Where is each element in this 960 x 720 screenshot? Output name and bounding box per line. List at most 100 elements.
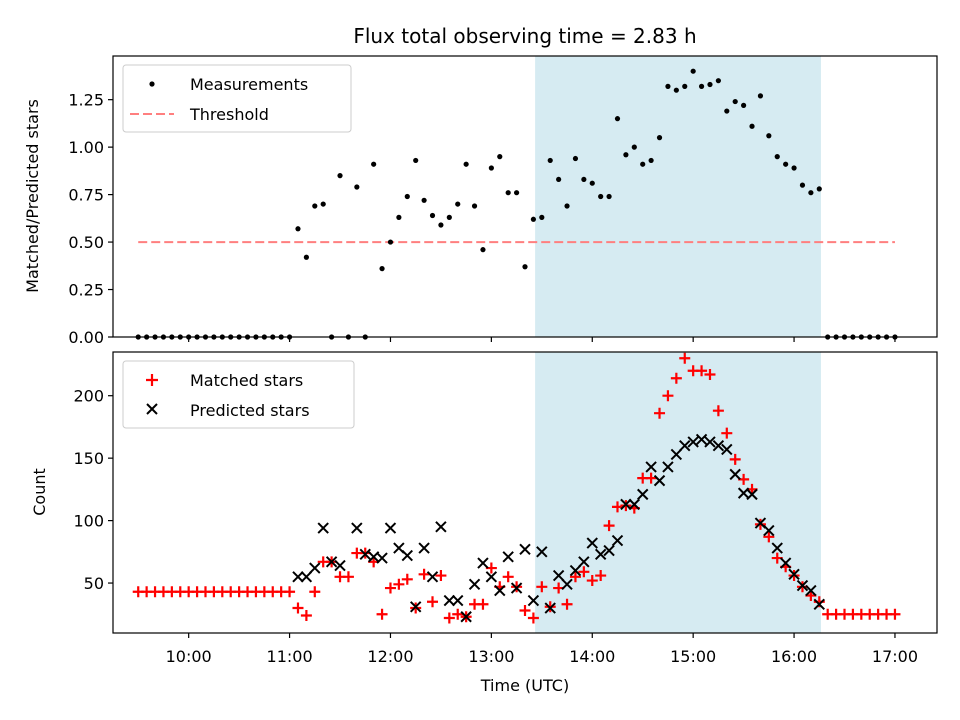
measurement-point [379, 266, 385, 272]
measurements-legend-marker [149, 81, 155, 87]
x-tick-label: 12:00 [367, 647, 413, 666]
predicted-star-point [426, 571, 439, 583]
measurement-point [530, 216, 537, 222]
matched-star-point [586, 575, 598, 587]
matched-star-point [401, 573, 413, 585]
predicted-star-point [679, 439, 691, 452]
predicted-star-point [527, 594, 540, 607]
matched-star-point [477, 598, 489, 610]
measurement-point [564, 203, 570, 209]
matched-star-point [309, 586, 321, 598]
predicted-star-point [645, 461, 657, 473]
predicted-star-point [771, 542, 783, 554]
measurement-point [581, 176, 587, 183]
measurement-point [320, 201, 326, 207]
measurement-point [766, 133, 772, 139]
predicted-star-point [477, 557, 489, 569]
matched-star-point [889, 608, 901, 620]
x-tick-label: 14:00 [569, 647, 615, 666]
measurement-point [614, 116, 621, 122]
x-tick-label: 15:00 [670, 647, 716, 666]
predicted-star-point [418, 542, 430, 554]
matched-stars-legend-marker [146, 374, 158, 386]
top-plot-frame [112, 55, 938, 338]
matched-star-point [418, 568, 430, 580]
predicted-star-point [620, 498, 632, 511]
matched-star-point [721, 427, 733, 439]
x-tick-label: 10:00 [166, 647, 212, 666]
predicted-star-point [468, 578, 481, 591]
x-tick-label: 16:00 [771, 647, 817, 666]
bottom-legend: Matched stars Predicted stars [122, 360, 355, 429]
measurement-point [631, 144, 637, 150]
measurement-point [799, 182, 806, 188]
bottom-x-ticks: 10:00 11:00 12:00 13:00 14:00 15:00 16:00 17:00 [166, 633, 918, 666]
measurement-point [312, 203, 318, 209]
top-x-ticks [188, 337, 896, 342]
x-tick-label: 17:00 [872, 647, 918, 666]
matched-star-point [763, 531, 775, 543]
measurement-point [337, 173, 343, 179]
measurement-point [556, 176, 562, 183]
predicted-star-point [519, 543, 531, 556]
chart-title: Flux total observing time = 2.83 h [353, 24, 696, 48]
predicted-star-point [510, 582, 523, 594]
measurement-point [791, 165, 797, 171]
measurement-point [471, 203, 478, 209]
predicted-star-point [376, 552, 388, 564]
predicted-star-point [670, 448, 683, 461]
measurement-point [816, 186, 822, 192]
measurement-point [572, 155, 579, 162]
observing-interval-shade [535, 56, 821, 337]
measurement-point [741, 102, 747, 108]
measurement-point [421, 197, 427, 203]
predicted-star-point [704, 436, 716, 448]
predicted-star-point [494, 584, 506, 597]
predicted-star-points [292, 433, 825, 623]
predicted-star-point [653, 474, 666, 487]
matched-star-point [729, 453, 741, 465]
predicted-star-point [309, 562, 321, 574]
measurement-point [783, 161, 789, 167]
measurement-point [387, 239, 394, 245]
measurement-point [707, 81, 713, 88]
measurement-point [522, 264, 528, 270]
matched-star-point [443, 612, 455, 624]
measurements-legend-label: Measurements [190, 75, 308, 94]
measurement-point [732, 98, 738, 105]
predicted-star-point [805, 584, 817, 597]
bottom-y-axis-label: Count [30, 468, 49, 516]
predicted-star-point [637, 488, 649, 501]
measurement-point [446, 214, 452, 220]
measurement-point [698, 83, 705, 89]
measurement-point [749, 123, 755, 129]
predicted-star-point [721, 443, 733, 456]
predicted-star-point [384, 522, 397, 534]
measurement-point [606, 193, 612, 200]
predicted-star-point [334, 559, 346, 572]
top-y-ticks: 0.00 0.25 0.50 0.75 1.00 1.25 [68, 91, 113, 347]
predicted-star-point [460, 611, 472, 623]
predicted-star-point [813, 598, 825, 610]
predicted-star-point [779, 557, 792, 569]
measurement-point [724, 108, 730, 114]
top-panel: 0.00 0.25 0.50 0.75 1.00 1.25 Matched/Predict… [23, 55, 938, 347]
bottom-y-tick-label: 150 [73, 449, 104, 468]
predicted-star-point [603, 544, 615, 557]
matched-star-point [427, 596, 439, 608]
predicted-star-point [351, 522, 363, 534]
measurement-point [354, 184, 360, 190]
predicted-star-point [729, 468, 741, 481]
predicted-star-point [763, 524, 775, 537]
matched-star-point [662, 390, 674, 402]
predicted-star-point [712, 439, 725, 452]
measurement-point [640, 161, 646, 167]
predicted-star-point [536, 546, 548, 558]
bottom-panel: 50 100 150 200 10:00 11:00 12:00 13:00 14:00 15:… [30, 351, 938, 695]
predicted-star-point [544, 602, 556, 614]
measurement-point [656, 135, 663, 141]
bottom-y-tick-label: 200 [73, 387, 104, 406]
measurement-point [438, 222, 444, 228]
matched-star-point [342, 571, 354, 583]
